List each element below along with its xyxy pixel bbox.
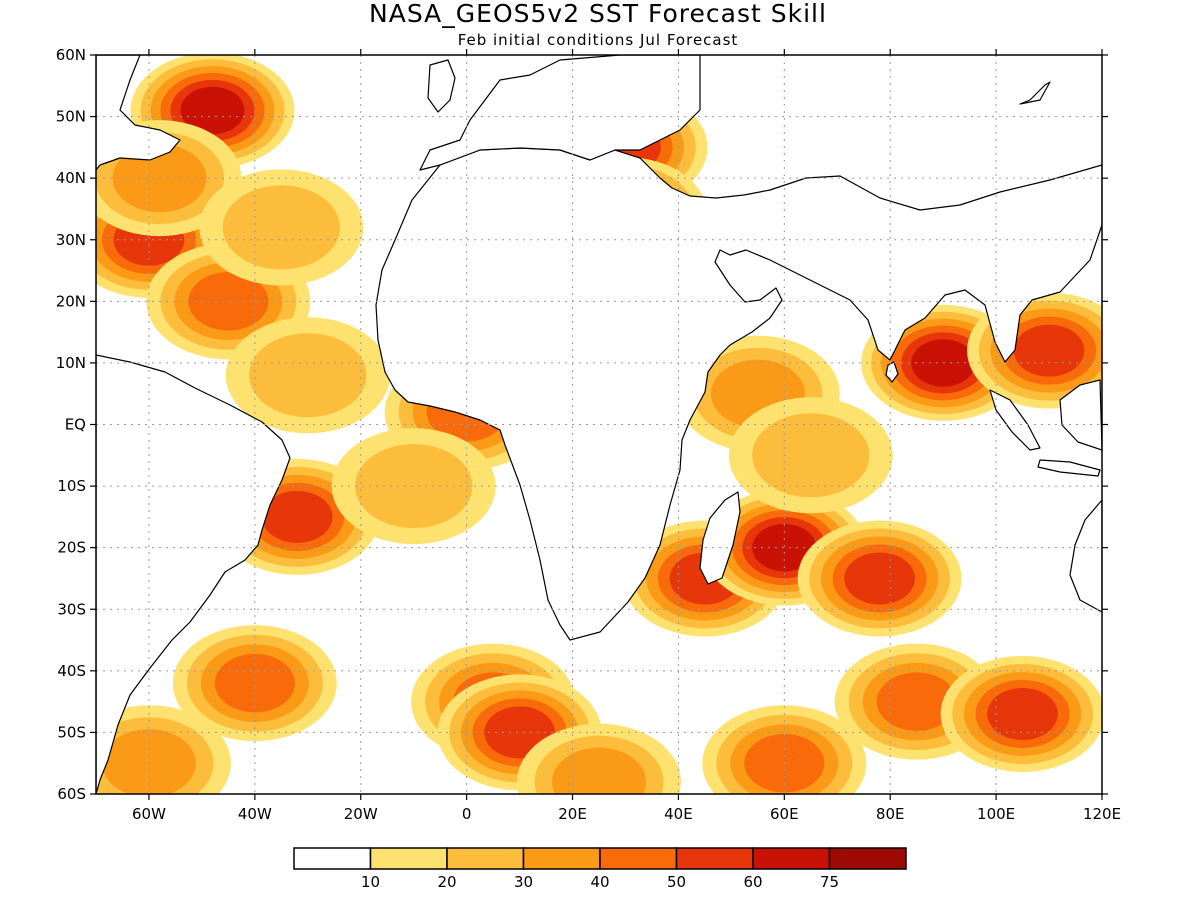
legend-boundary-label: 20 bbox=[437, 873, 456, 891]
skill-region-22-level-5 bbox=[987, 687, 1058, 740]
skill-region-7-level-5 bbox=[261, 490, 333, 543]
legend-swatch-7 bbox=[828, 847, 907, 870]
y-tick-label: EQ bbox=[65, 416, 86, 434]
legend-boundary-label: 40 bbox=[590, 873, 609, 891]
legend-swatch-6 bbox=[752, 847, 831, 870]
legend-boundary-label: 30 bbox=[514, 873, 533, 891]
x-tick-label: 40W bbox=[238, 805, 272, 823]
skill-region-20-level-2 bbox=[752, 413, 870, 498]
x-tick-label: 60W bbox=[132, 805, 166, 823]
color-bar-legend: 10 20 30 40 50 60 75 bbox=[293, 847, 907, 891]
legend-boundary-label: 75 bbox=[820, 873, 839, 891]
legend-swatch-4 bbox=[599, 847, 678, 870]
y-tick-label: 50N bbox=[56, 108, 86, 126]
y-tick-label: 30S bbox=[57, 600, 86, 618]
skill-region-24-level-3 bbox=[552, 747, 646, 794]
sri-lanka-island bbox=[885, 361, 899, 383]
south-america-landmass bbox=[96, 354, 291, 794]
legend-swatch-1 bbox=[369, 847, 448, 870]
north-america-landmass bbox=[96, 55, 181, 171]
skill-region-21-level-4 bbox=[876, 672, 957, 731]
skill-region-5-level-2 bbox=[249, 333, 367, 418]
x-tick-label: 0 bbox=[462, 805, 472, 823]
y-tick-label: 10S bbox=[57, 477, 86, 495]
skill-region-9-level-4 bbox=[214, 653, 295, 713]
x-tick-label: 20W bbox=[344, 805, 378, 823]
coastline-layer bbox=[96, 55, 1102, 794]
japan-islands bbox=[1019, 81, 1051, 105]
skill-region-18-level-5 bbox=[1013, 324, 1085, 377]
x-tick-label: 120E bbox=[1083, 805, 1121, 823]
legend-swatch-0 bbox=[293, 847, 372, 870]
y-tick-label: 50S bbox=[57, 723, 86, 741]
australia-landmass bbox=[1069, 499, 1102, 613]
y-tick-label: 60N bbox=[56, 46, 86, 64]
x-tick-label: 100E bbox=[977, 805, 1015, 823]
skill-region-16-level-5 bbox=[844, 552, 915, 605]
legend-boundary-label: 50 bbox=[667, 873, 686, 891]
legend-swatch-5 bbox=[675, 847, 754, 870]
legend-swatch-3 bbox=[522, 847, 601, 870]
europe-landmass bbox=[419, 55, 701, 171]
legend-boundary-label: 10 bbox=[361, 873, 380, 891]
x-tick-label: 60E bbox=[770, 805, 799, 823]
africa-eurasia-landmass bbox=[375, 147, 1102, 641]
legend-swatch-2 bbox=[446, 847, 525, 870]
y-tick-label: 10N bbox=[56, 354, 86, 372]
x-tick-label: 20E bbox=[558, 805, 587, 823]
legend-boundary-label: 60 bbox=[743, 873, 762, 891]
y-tick-label: 60S bbox=[57, 785, 86, 803]
skill-region-25-level-3 bbox=[101, 729, 196, 794]
x-tick-label: 40E bbox=[664, 805, 693, 823]
y-tick-label: 20S bbox=[57, 539, 86, 557]
map-title: NASA_GEOS5v2 SST Forecast Skill bbox=[369, 0, 827, 28]
java-island bbox=[1037, 459, 1101, 477]
y-tick-label: 40N bbox=[56, 169, 86, 187]
map-subtitle: Feb initial conditions Jul Forecast bbox=[458, 31, 739, 49]
madagascar-island bbox=[699, 491, 741, 585]
skill-region-2-level-4 bbox=[188, 272, 269, 331]
x-tick-label: 80E bbox=[876, 805, 905, 823]
y-tick-label: 20N bbox=[56, 292, 86, 310]
skill-region-8-level-2 bbox=[355, 444, 473, 529]
british-isles bbox=[427, 59, 456, 113]
skill-region-15-level-6 bbox=[752, 523, 817, 572]
skill-region-0-level-6 bbox=[180, 86, 245, 135]
y-tick-label: 30N bbox=[56, 231, 86, 249]
sumatra-island bbox=[989, 389, 1041, 451]
axis-layer: 60W 40W 20W 0 20E 40E 60E 80E 100E 120E 60N 50N 40N 3… bbox=[56, 46, 1121, 823]
skill-region-4-level-2 bbox=[222, 185, 340, 270]
y-tick-label: 40S bbox=[57, 662, 86, 680]
